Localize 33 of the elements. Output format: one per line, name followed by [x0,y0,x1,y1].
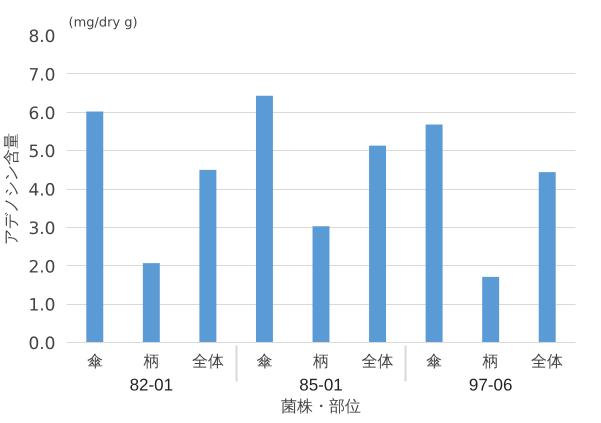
bar [86,111,104,342]
y-tick-label: 7.0 [28,65,56,86]
text: 97-06 [468,376,512,394]
bar [369,146,386,342]
x-tick-label: 柄 [482,354,499,370]
x-tick-label: 柄 [312,354,329,370]
bar [482,276,500,342]
text: (mg/dry g) [68,16,138,30]
x-tick-label: 全体 [362,354,394,370]
bar [426,124,443,342]
bar [199,170,216,342]
x-tick-label: 全体 [192,354,224,370]
y-tick-label: 5.0 [28,142,56,162]
x-tick-label: 全体 [531,354,564,370]
y-tick-label: 3.0 [28,218,56,239]
x-tick-label: 柄 [142,354,160,370]
text: 85-01 [299,376,343,394]
bar [312,226,330,342]
y-tick-label: 1.0 [28,296,56,316]
y-tick-label: 2.0 [28,257,56,278]
text: 82-01 [130,376,174,394]
y-axis-title: アデノシン含量 [2,133,20,245]
x-tick-label: 傘 [86,354,103,370]
bar [142,263,160,342]
y-tick-label: 8.0 [28,27,56,47]
y-tick-label: 0.0 [28,334,56,354]
x-tick-label: 傘 [426,354,442,370]
y-tick-label: 6.0 [28,104,56,124]
bar [256,96,273,342]
bar [538,172,556,342]
y-tick-label: 4.0 [28,180,56,200]
x-tick-label: 傘 [256,354,272,370]
x-axis-title: 菌株・部位 [281,398,361,416]
